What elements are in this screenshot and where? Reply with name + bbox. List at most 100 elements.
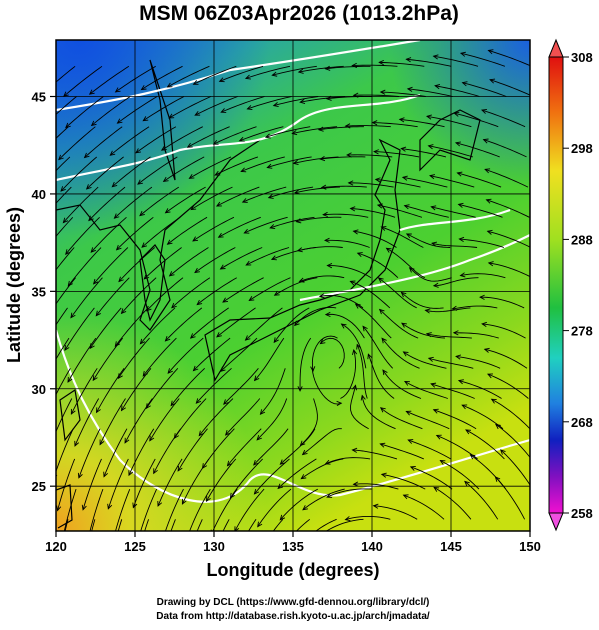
colorbar-tick-label: 258 [571, 506, 593, 521]
streamline [401, 148, 447, 158]
streamline [280, 428, 316, 465]
streamline-arrow [89, 343, 95, 350]
streamline-arrow [292, 159, 299, 165]
streamline [174, 398, 207, 439]
streamline-arrow [77, 472, 83, 479]
streamline-arrow [82, 568, 86, 573]
streamline [67, 247, 102, 287]
streamline-arrow [157, 500, 163, 507]
streamline-arrow [461, 81, 468, 87]
streamline-arrow [362, 325, 368, 332]
streamline-arrow [192, 236, 199, 242]
streamline [141, 216, 181, 248]
streamline-arrow [485, 198, 492, 204]
streamline [195, 367, 232, 404]
streamline-arrow [324, 65, 331, 71]
streamline [456, 355, 501, 369]
streamline [230, 458, 263, 499]
streamline [407, 88, 453, 97]
streamline-arrow [92, 278, 99, 285]
streamline [254, 458, 290, 495]
streamline-arrow [192, 365, 199, 372]
streamline [500, 449, 530, 486]
streamline-arrow [401, 175, 408, 181]
credit: Data from http://database.rish.kyoto-u.a… [156, 611, 430, 622]
streamline-arrow [483, 347, 490, 353]
colorbar-tick-label: 308 [571, 50, 593, 65]
streamline [362, 326, 394, 369]
streamline [194, 96, 238, 116]
streamline [435, 85, 480, 97]
streamline-arrow [166, 82, 173, 88]
streamline-arrow [38, 220, 43, 225]
streamline [161, 126, 203, 151]
streamline [220, 247, 263, 270]
streamline-arrow [145, 305, 152, 312]
streamline [440, 460, 480, 490]
streamline-arrow [385, 247, 392, 253]
streamline [165, 307, 203, 342]
streamline-arrow [277, 483, 284, 490]
streamline [487, 373, 529, 399]
streamline [458, 380, 502, 399]
streamline-arrow [118, 276, 124, 283]
streamline [381, 473, 426, 490]
streamline-arrow [264, 133, 271, 139]
streamline-arrow [430, 205, 437, 211]
streamline [135, 126, 177, 154]
streamline [198, 398, 234, 436]
streamline [367, 354, 395, 399]
streamline [268, 186, 314, 199]
streamline-arrow [351, 349, 358, 355]
streamline-arrow [83, 152, 90, 159]
streamline [110, 126, 150, 156]
streamline [382, 369, 422, 399]
colorbar-body [548, 56, 564, 514]
streamline-arrow [181, 498, 187, 505]
streamline-arrow [371, 120, 378, 126]
streamline-arrow [298, 277, 305, 283]
streamline [495, 424, 530, 459]
x-tick-label: 125 [124, 539, 146, 554]
streamline [488, 49, 530, 67]
streamline [433, 55, 479, 67]
streamline-arrow [433, 486, 440, 492]
streamline [65, 216, 100, 255]
streamline-arrow [351, 447, 358, 453]
streamline-arrow [429, 174, 435, 180]
streamline-arrow [430, 382, 437, 388]
streamline [300, 398, 318, 446]
streamline [223, 368, 259, 405]
streamline-arrow [120, 308, 127, 315]
streamline-arrow [297, 386, 303, 392]
streamline-arrow [132, 502, 138, 509]
streamline [298, 65, 344, 73]
streamline-arrow [139, 210, 145, 217]
streamline-arrow [137, 179, 143, 185]
streamline [297, 246, 343, 252]
streamline [115, 65, 156, 93]
streamline [270, 216, 315, 229]
streamline [453, 332, 499, 339]
streamline-arrow [190, 205, 197, 211]
streamline-arrow [164, 335, 171, 342]
streamline-arrow [354, 303, 361, 309]
streamline-arrow [244, 74, 251, 80]
streamline [458, 203, 503, 218]
streamline-arrow [253, 459, 259, 466]
streamline-arrow [128, 470, 134, 477]
streamline-arrow [142, 116, 149, 122]
streamline-arrow [435, 434, 442, 440]
streamline-arrow [457, 202, 464, 208]
streamline-arrow [160, 145, 167, 151]
streamline [216, 307, 256, 338]
streamline-arrow [344, 516, 351, 522]
y-tick-label: 30 [32, 382, 46, 397]
streamline-arrow [241, 198, 248, 203]
streamline [353, 94, 399, 97]
streamline-arrow [194, 110, 201, 116]
streamline [481, 109, 526, 128]
streamline-arrow [344, 123, 351, 129]
streamline [296, 518, 311, 531]
streamline [84, 126, 123, 158]
